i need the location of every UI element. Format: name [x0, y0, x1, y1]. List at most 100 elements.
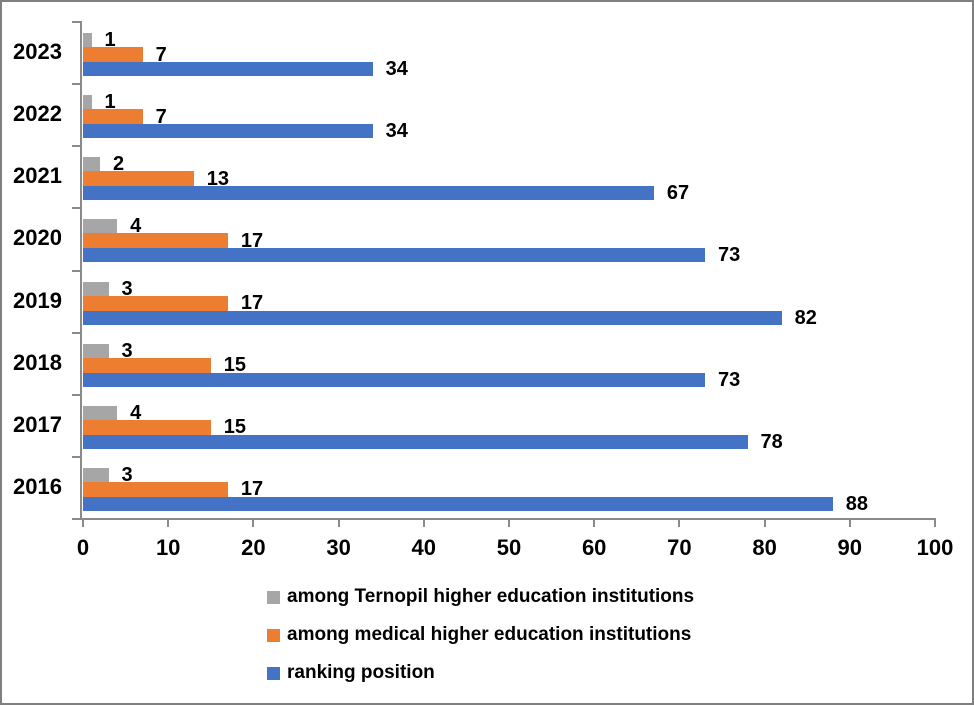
bar-series1-2020	[83, 219, 118, 234]
legend-label: among Ternopil higher education institut…	[287, 586, 695, 607]
data-label-series3-2022: 34	[385, 120, 408, 143]
y-axis-tick	[72, 269, 80, 272]
bar-series2-2016	[83, 481, 228, 497]
x-axis-tick	[82, 520, 84, 527]
y-axis-tick	[72, 207, 80, 210]
data-label-series2-2016: 17	[240, 478, 264, 501]
x-axis-tick	[508, 520, 510, 527]
bar-series3-2017	[83, 434, 748, 449]
data-label-series1-2018: 3	[121, 339, 133, 362]
x-axis-label-100: 100	[916, 535, 954, 560]
x-axis-label-50: 50	[496, 535, 522, 560]
category-label-2020: 2020	[13, 225, 62, 251]
legend-marker-icon	[267, 666, 280, 680]
bar-series1-2023	[83, 33, 92, 47]
category-label-2016: 2016	[13, 473, 62, 499]
x-axis-tick	[593, 520, 596, 527]
legend-item-series3: ranking position	[267, 662, 694, 683]
bar-series2-2019	[83, 295, 228, 311]
bar-series1-2016	[83, 467, 109, 482]
bar-series3-2019	[83, 310, 782, 325]
x-axis-tick	[848, 520, 851, 527]
bar-series2-2023	[83, 47, 143, 62]
x-axis-label-10: 10	[155, 535, 181, 560]
bar-series3-2018	[83, 372, 705, 387]
x-axis-tick	[678, 520, 681, 527]
data-label-series3-2019: 82	[794, 306, 817, 329]
plot-area: 1 7 34 1 7 34 2 13 67 4 17 73 3 17 82 3 15 73 4 15 78 3 17 88	[83, 21, 935, 518]
data-label-series2-2018: 15	[223, 354, 247, 377]
x-axis-label-80: 80	[752, 535, 777, 560]
bar-series3-2023	[83, 62, 373, 76]
y-axis-line	[80, 21, 82, 520]
bar-series2-2022	[83, 109, 143, 125]
data-label-series3-2017: 78	[760, 430, 783, 453]
data-label-series3-2021: 67	[666, 182, 690, 205]
y-axis-tick	[72, 393, 80, 396]
data-label-series1-2022: 1	[104, 91, 116, 114]
category-label-2021: 2021	[13, 163, 62, 189]
x-axis-tick	[763, 520, 766, 527]
bar-series1-2022	[83, 95, 92, 110]
data-label-series2-2017: 15	[223, 416, 247, 439]
data-label-series1-2019: 3	[121, 277, 133, 300]
y-axis-tick	[72, 455, 80, 458]
x-axis-tick	[167, 520, 170, 527]
y-axis-tick	[72, 331, 80, 334]
x-axis-tick	[337, 520, 340, 527]
x-axis-line	[80, 518, 936, 520]
category-label-2022: 2022	[13, 101, 62, 127]
legend-label: among medical higher education instituti…	[287, 624, 692, 645]
category-label-2019: 2019	[13, 287, 62, 313]
x-axis-tick	[422, 520, 425, 527]
legend-item-series2: among medical higher education instituti…	[267, 624, 694, 645]
legend-item-series1: among Ternopil higher education institut…	[267, 586, 694, 607]
category-label-2017: 2017	[13, 411, 62, 437]
data-label-series2-2019: 17	[240, 292, 264, 314]
data-label-series3-2018: 73	[717, 368, 741, 391]
data-label-series3-2016: 88	[845, 492, 868, 515]
x-axis-label-60: 60	[581, 535, 607, 560]
data-label-series1-2020: 4	[130, 215, 142, 238]
y-axis-tick	[72, 518, 80, 520]
bar-series3-2020	[83, 248, 705, 263]
legend-label: ranking position	[287, 662, 435, 683]
y-axis-tick	[72, 21, 80, 23]
y-axis-tick	[72, 83, 80, 86]
legend-marker-icon	[267, 590, 280, 604]
x-axis-label-0: 0	[76, 535, 90, 560]
x-axis-label-20: 20	[241, 535, 266, 560]
x-axis-label-90: 90	[837, 535, 863, 560]
data-label-series1-2017: 4	[130, 401, 142, 424]
y-axis-tick	[72, 145, 80, 148]
data-label-series3-2023: 34	[385, 58, 408, 80]
x-axis-label-70: 70	[667, 535, 692, 560]
bar-series3-2022	[83, 124, 373, 139]
bar-series1-2019	[83, 281, 109, 296]
bar-series2-2021	[83, 171, 194, 187]
x-axis-label-40: 40	[411, 535, 437, 560]
data-label-series2-2021: 13	[206, 167, 229, 190]
category-label-2018: 2018	[13, 349, 62, 375]
bar-series2-2020	[83, 233, 228, 249]
data-label-series2-2023: 7	[155, 43, 167, 66]
bar-series2-2017	[83, 419, 211, 435]
x-axis-label-30: 30	[326, 535, 351, 560]
data-label-series2-2022: 7	[155, 105, 167, 128]
bar-series1-2021	[83, 157, 101, 172]
data-label-series1-2023: 1	[104, 29, 116, 51]
data-label-series1-2021: 2	[113, 153, 125, 176]
legend: among Ternopil higher education institut…	[267, 586, 694, 703]
legend-marker-icon	[267, 628, 280, 642]
data-label-series2-2020: 17	[240, 229, 264, 252]
bar-series1-2018	[83, 343, 109, 358]
bar-series2-2018	[83, 357, 211, 373]
bar-series3-2016	[83, 496, 833, 511]
data-label-series3-2020: 73	[717, 244, 741, 267]
bar-series1-2017	[83, 405, 118, 420]
bar-series3-2021	[83, 186, 654, 201]
data-label-series1-2016: 3	[121, 463, 133, 486]
category-label-2023: 2023	[13, 39, 62, 65]
x-axis-tick	[252, 520, 255, 527]
